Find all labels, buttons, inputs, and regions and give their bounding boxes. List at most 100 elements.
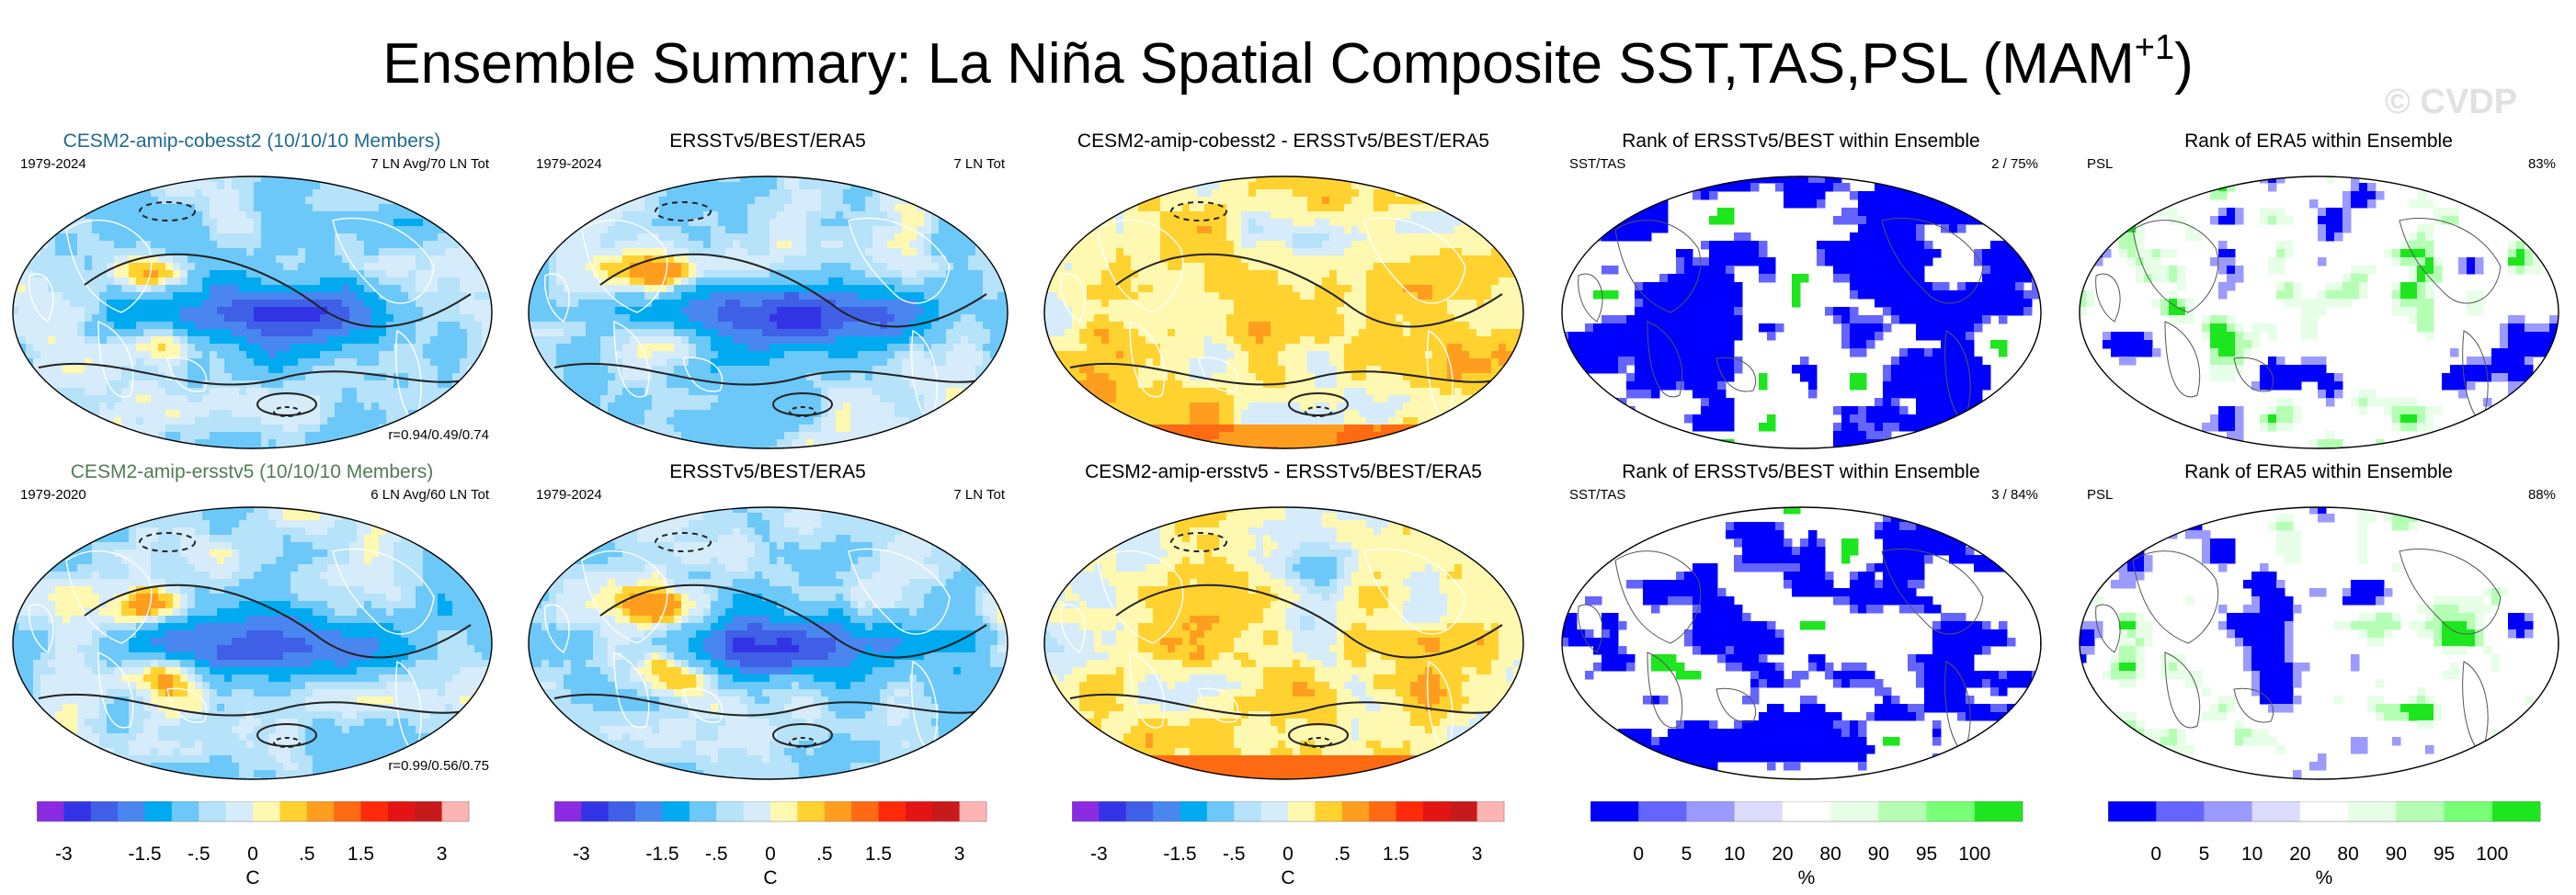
colorbar-swatch	[387, 801, 416, 821]
colorbar-swatch	[1590, 801, 1639, 821]
colorbar-swatch	[1638, 801, 1687, 821]
colorbar-swatch	[554, 801, 582, 821]
figure-title: Ensemble Summary: La Niña Spatial Compos…	[0, 28, 2576, 101]
colorbar-tick-label: 100	[2476, 844, 2509, 865]
colorbar-swatch	[1341, 801, 1370, 821]
colorbar-swatch	[37, 801, 64, 821]
colorbar-swatch	[1734, 801, 1784, 821]
colorbar-tick-label: 10	[1723, 844, 1746, 865]
map-panel: Rank of ERA5 within Ensemble PSL 88%	[2070, 459, 2567, 790]
colorbar-tick-label: 20	[2289, 844, 2311, 865]
colorbar-swatch	[743, 801, 771, 821]
anomaly-colorbar: -3 -1.5 -.5 0 .5 1.5 3 C	[37, 801, 533, 893]
colorbar-swatch	[225, 801, 254, 821]
colorbar-tick-label: 1.5	[1382, 844, 1410, 865]
psl-contours	[1069, 532, 1512, 748]
colorbar-tick-label: 5	[1681, 844, 1693, 865]
colorbar-swatch	[360, 801, 389, 821]
panel-right-label: 3 / 84%	[1991, 487, 2038, 503]
colorbar-swatch	[689, 801, 717, 821]
colorbar-tick-label: 95	[2433, 844, 2456, 865]
colorbar-swatch	[1315, 801, 1343, 821]
colorbar-swatch	[1072, 801, 1100, 821]
colorbar-unit: C	[763, 867, 778, 889]
anomaly-map	[1043, 176, 1524, 449]
panel-right-label: 7 LN Tot	[953, 156, 1005, 172]
panel-right-label: 7 LN Avg/70 LN Tot	[370, 156, 489, 172]
coastlines	[543, 548, 951, 755]
coastlines	[1578, 217, 1984, 424]
colorbar-tick-label: 0	[765, 844, 776, 865]
colorbar-tick-label: .5	[298, 844, 315, 865]
colorbar-swatch	[1878, 801, 1928, 821]
colorbar-tick-label: 5	[2198, 844, 2210, 865]
colorbar-swatch	[1686, 801, 1736, 821]
map-panel: Rank of ERSSTv5/BEST within Ensemble SST/…	[1553, 129, 2049, 459]
colorbar-swatch	[441, 801, 470, 821]
colorbar-swatch	[662, 801, 690, 821]
colorbar-swatch	[1099, 801, 1127, 821]
panel-title: Rank of ERA5 within Ensemble	[2184, 461, 2453, 482]
colorbar-swatch	[2299, 801, 2349, 821]
colorbar-swatch	[1206, 801, 1235, 821]
map-outline	[1561, 506, 2042, 780]
colorbar-tick-label: 100	[1958, 844, 1991, 865]
coastlines	[1578, 548, 1984, 754]
colorbar-swatch	[1153, 801, 1180, 821]
coastlines	[28, 548, 435, 755]
colorbar-tick-label: 0	[1633, 844, 1645, 865]
colorbar-tick-label: 90	[1867, 844, 1890, 865]
anomaly-map	[1043, 506, 1524, 780]
colorbar-swatch	[90, 801, 119, 821]
colorbar-tick-label: 0	[1282, 844, 1294, 865]
colorbar-tick-label: 0	[247, 844, 258, 865]
coastlines	[543, 217, 951, 425]
colorbar-tick-label: 20	[1772, 844, 1794, 865]
colorbar-swatch	[1369, 801, 1396, 821]
panel-left-label: SST/TAS	[1569, 487, 1626, 503]
map-outline	[1043, 506, 1524, 780]
map-outline	[12, 176, 493, 449]
map-panel: ERSSTv5/BEST/ERA5 1979-2024 7 LN Tot	[519, 129, 1016, 459]
colorbar-swatch	[118, 801, 145, 821]
colorbar-swatch	[932, 801, 961, 821]
colorbar-swatch	[415, 801, 443, 821]
title-superscript: +1	[2134, 28, 2175, 67]
panel-title: CESM2-amip-cobesst2 (10/10/10 Members)	[63, 130, 441, 152]
coastlines	[1059, 548, 1466, 755]
colorbar-swatch	[770, 801, 798, 821]
colorbar-swatch	[581, 801, 610, 821]
psl-contours	[38, 532, 481, 748]
colorbar-swatch	[851, 801, 879, 821]
anomaly-map	[528, 176, 1009, 449]
colorbar-swatch	[824, 801, 852, 821]
colorbar-swatch	[1396, 801, 1424, 821]
colorbar-swatch	[144, 801, 173, 821]
colorbar-swatch	[1260, 801, 1289, 821]
map-panel: Rank of ERA5 within Ensemble PSL 83%	[2070, 129, 2567, 459]
psl-contours	[553, 532, 997, 748]
panel-title: CESM2-amip-ersstv5 (10/10/10 Members)	[70, 461, 434, 482]
colorbar-swatch	[2108, 801, 2157, 821]
colorbar-unit: %	[1797, 867, 1816, 889]
title-main: Ensemble Summary: La Niña Spatial Compos…	[382, 32, 2135, 96]
colorbar-tick-label: -3	[573, 844, 590, 865]
colorbar-unit: C	[245, 867, 260, 889]
panel-left-label: PSL	[2087, 487, 2114, 503]
anomaly-colorbar: -3 -1.5 -.5 0 .5 1.5 3 C	[554, 801, 1051, 893]
colorbar-swatch	[608, 801, 636, 821]
colorbar-swatch	[1180, 801, 1208, 821]
colorbar-tick-label: -.5	[1222, 844, 1246, 865]
panel-title: ERSSTv5/BEST/ERA5	[669, 130, 866, 152]
coastlines	[2095, 548, 2502, 754]
colorbar-swatch	[2156, 801, 2205, 821]
rank-map	[2079, 506, 2559, 780]
title-end: )	[2174, 32, 2194, 96]
map-outline	[2079, 506, 2559, 780]
correlation-label: r=0.99/0.56/0.75	[388, 758, 489, 774]
panel-title: Rank of ERSSTv5/BEST within Ensemble	[1622, 130, 1980, 152]
panel-right-label: 7 LN Tot	[953, 487, 1005, 503]
colorbar-swatch	[716, 801, 745, 821]
map-outline	[1561, 176, 2042, 449]
rank-map	[1561, 506, 2042, 780]
